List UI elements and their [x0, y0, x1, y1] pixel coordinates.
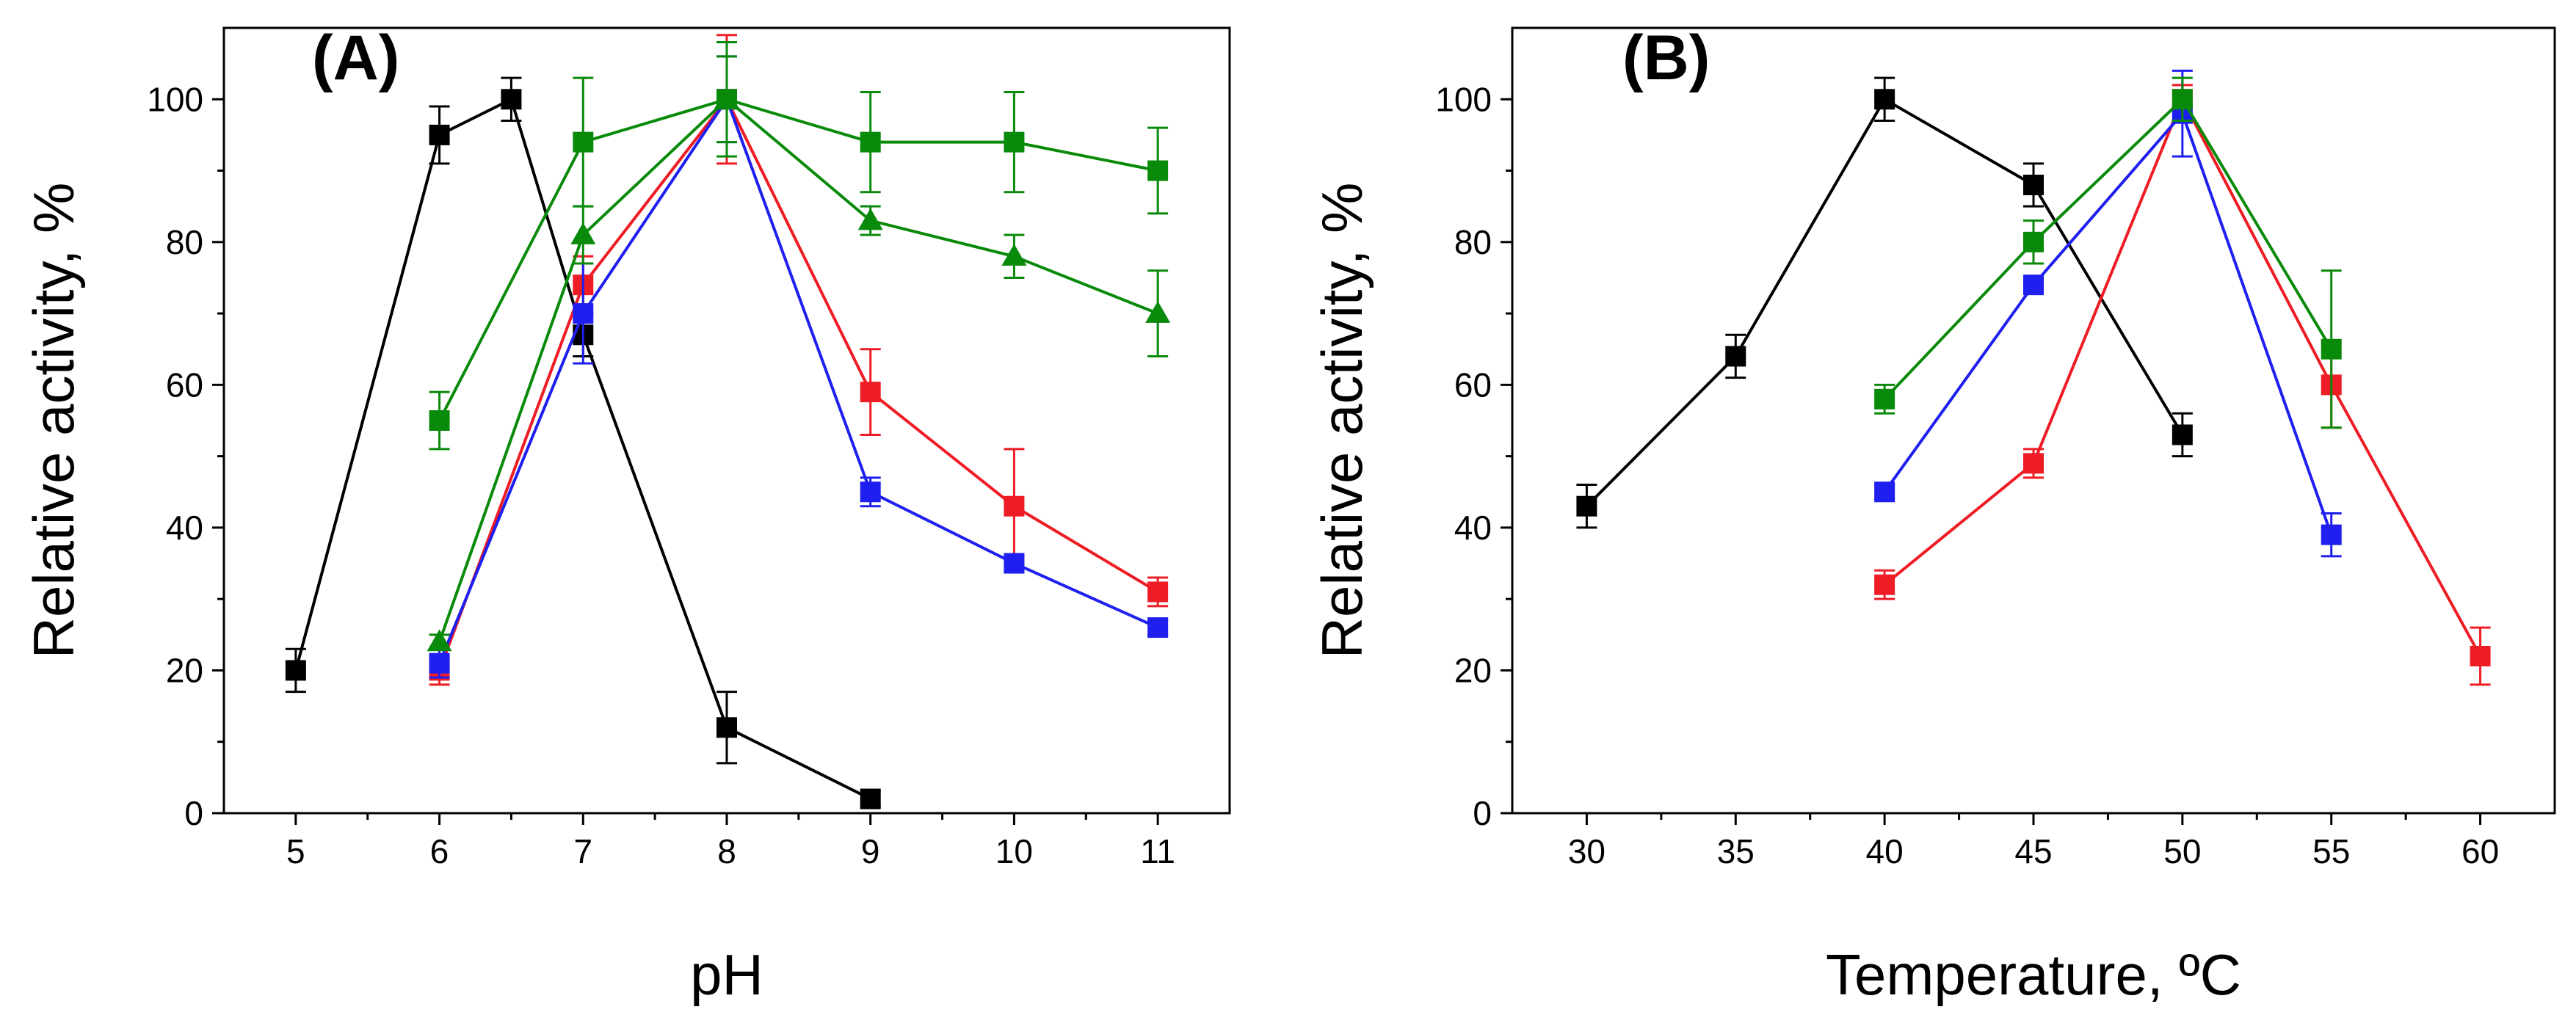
x-tick-label: 60: [2461, 832, 2499, 870]
series: [429, 40, 1169, 451]
data-point: [2470, 646, 2491, 666]
y-tick-label: 40: [166, 509, 203, 547]
y-tick-label: 80: [166, 223, 203, 261]
series-line: [438, 96, 1159, 672]
data-point: [2023, 274, 2044, 296]
series-line: [294, 97, 871, 801]
x-axis-title: pH: [690, 942, 763, 1007]
series: [1874, 69, 2342, 558]
data-point: [429, 652, 450, 674]
data-point: [1004, 553, 1025, 574]
y-tick-label: 80: [1454, 223, 1492, 261]
series-line: [438, 98, 1158, 421]
y-axis-title: Relative activity, %: [1310, 183, 1374, 659]
series-line: [1883, 95, 2482, 657]
data-point: [1725, 346, 1746, 367]
x-tick-label: 8: [717, 832, 736, 870]
data-point: [860, 788, 881, 810]
data-point: [1874, 574, 1895, 595]
data-point: [860, 382, 881, 403]
data-point: [1147, 581, 1169, 603]
data-point: [573, 131, 594, 153]
data-point: [2172, 89, 2193, 110]
data-point: [570, 222, 596, 244]
x-tick-label: 6: [430, 832, 449, 870]
series: [429, 55, 1169, 679]
data-point: [857, 208, 883, 230]
series-line: [1883, 97, 2333, 401]
panel-label: (A): [312, 23, 399, 93]
x-tick-label: 5: [286, 832, 305, 870]
data-point: [2023, 231, 2044, 252]
data-point: [1576, 495, 1597, 517]
panel-b: 30 35 40 45 50 55 60 0 20 40 60 80 100 Temperature, º…: [1310, 23, 2556, 1007]
data-point: [1147, 617, 1169, 639]
x-tick-label: 40: [1866, 832, 1904, 870]
data-point: [860, 481, 881, 503]
x-tick-label: 30: [1568, 832, 1606, 870]
data-point: [573, 303, 594, 324]
data-point: [716, 717, 737, 738]
y-tick-label: 20: [1454, 651, 1492, 689]
y-tick-label: 0: [1473, 794, 1492, 832]
data-point: [285, 660, 306, 681]
x-tick-label: 55: [2312, 832, 2350, 870]
data-point: [860, 131, 881, 153]
x-tick-label: 9: [861, 832, 880, 870]
data-point: [1874, 481, 1895, 503]
x-tick-label: 7: [573, 832, 592, 870]
data-point: [427, 629, 452, 652]
x-tick-label: 45: [2014, 832, 2052, 870]
y-tick-label: 100: [1435, 80, 1492, 118]
data-point: [2172, 424, 2193, 445]
data-point: [2321, 524, 2342, 545]
y-tick-label: 20: [166, 651, 203, 689]
panel-label: (B): [1622, 23, 1710, 93]
series-line: [1585, 97, 2184, 508]
y-axis-title: Relative activity, %: [21, 183, 86, 659]
x-tick-label: 11: [1140, 832, 1175, 870]
data-point: [2321, 338, 2342, 360]
y-tick-label: 40: [1454, 509, 1492, 547]
x-axis-title: Temperature, ºC: [1826, 942, 2241, 1007]
series: [1874, 84, 2491, 686]
data-point: [2023, 175, 2044, 195]
x-tick-label: 50: [2163, 832, 2201, 870]
y-tick-label: 0: [184, 794, 203, 832]
data-point: [714, 87, 739, 109]
series: [427, 55, 1171, 652]
data-point: [1145, 301, 1171, 323]
y-tick-label: 60: [166, 365, 203, 404]
series-line: [1883, 110, 2333, 536]
data-point: [1004, 495, 1025, 517]
panel-a: 5 6 7 8 9 10 11 0 20 40 60 80 100 pH Relative activity…: [21, 23, 1231, 1007]
data-point: [429, 124, 450, 145]
data-point: [1147, 160, 1169, 181]
series-line: [438, 95, 1158, 664]
data-point: [1001, 244, 1027, 266]
data-point: [1004, 131, 1025, 153]
x-tick-label: 10: [995, 832, 1033, 870]
data-point: [1874, 89, 1895, 110]
data-point: [2023, 453, 2044, 474]
x-tick-label: 35: [1717, 832, 1755, 870]
series: [1874, 76, 2342, 429]
plot-frame: [1511, 26, 2556, 815]
data-point: [501, 89, 522, 110]
series: [1576, 76, 2193, 529]
y-tick-label: 100: [147, 80, 203, 118]
data-point: [1874, 388, 1895, 410]
data-point: [429, 410, 450, 431]
y-tick-label: 60: [1454, 365, 1492, 404]
series-line: [438, 97, 1158, 643]
